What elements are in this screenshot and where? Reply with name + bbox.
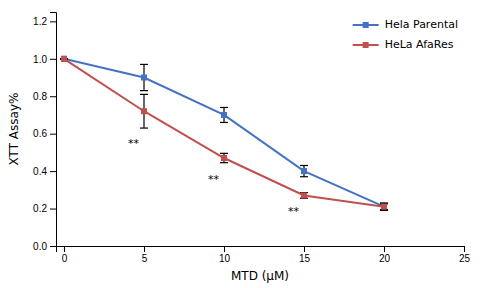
tick-mark [50, 209, 56, 210]
tick-mark [50, 59, 56, 60]
tick: 0.6 [33, 128, 56, 139]
annotation: ** [288, 205, 300, 218]
error-bar-cap [300, 165, 308, 166]
error-bar-cap [300, 176, 308, 177]
series [60, 56, 388, 211]
point [301, 192, 307, 198]
error-bars [60, 59, 388, 211]
tick: 0.0 [33, 241, 56, 252]
tick: 1.0 [33, 54, 56, 65]
error-bar [380, 203, 388, 210]
error-bar-cap [140, 90, 148, 91]
tick-mark [384, 246, 385, 252]
annotations: ** ** ** [128, 137, 300, 217]
tick: 0.2 [33, 203, 56, 214]
tick: 1.2 [33, 16, 56, 27]
tick-label: 25 [459, 253, 471, 264]
tick: 10 [219, 246, 231, 264]
tick: 0 [62, 246, 68, 264]
tick: 15 [299, 246, 311, 264]
tick-label: 0.6 [33, 128, 47, 139]
legend-marker [363, 42, 369, 48]
error-bar [300, 193, 308, 199]
legend-marker [363, 22, 369, 28]
tick-mark [304, 246, 305, 252]
error-bar [380, 204, 388, 210]
x-axis: 0 5 10 15 20 25 [57, 246, 471, 264]
tick-label: 1.2 [33, 16, 47, 27]
tick-mark [50, 171, 56, 172]
tick-label: 0.8 [33, 91, 47, 102]
tick-mark [50, 21, 56, 22]
legend-item: HeLa AfaRes [353, 38, 454, 51]
annotation: ** [208, 173, 220, 186]
marks [60, 56, 388, 211]
point [141, 108, 147, 114]
error-bar [220, 107, 228, 122]
tick-label: 0 [62, 253, 68, 264]
error-bar [140, 64, 148, 90]
error-bar-cap [140, 127, 148, 128]
chart: 0 5 10 15 20 25 0.0 0.2 0.4 0.6 0.8 1.0 1.2 ** ** ** Hel… [0, 0, 480, 288]
line [64, 59, 384, 207]
error-bar-cap [220, 153, 228, 154]
tick-mark [224, 246, 225, 252]
point [221, 112, 227, 118]
point [301, 168, 307, 174]
error-bar-cap [220, 122, 228, 123]
series [60, 56, 388, 210]
error-bar [300, 166, 308, 177]
tick-mark [144, 246, 145, 252]
point [381, 204, 387, 210]
tick-mark [50, 134, 56, 135]
tick-label: 0.4 [33, 166, 47, 177]
point [221, 155, 227, 161]
error-bar-cap [140, 94, 148, 95]
point [381, 204, 387, 210]
annotation: ** [128, 137, 140, 150]
axis-line [50, 13, 57, 247]
legend: Hela Parental HeLa AfaRes [353, 18, 458, 51]
legend-label: Hela Parental [385, 18, 458, 31]
point [61, 56, 67, 62]
point [61, 56, 67, 62]
legend-label: HeLa AfaRes [385, 38, 454, 51]
error-bar [140, 94, 148, 128]
tick: 5 [142, 246, 148, 264]
tick-label: 10 [219, 253, 231, 264]
tick: 0.4 [33, 166, 56, 177]
line [64, 59, 384, 207]
tick-mark [64, 246, 65, 252]
tick-mark [464, 246, 465, 252]
tick-mark [50, 96, 56, 97]
tick-mark [50, 246, 56, 247]
tick-label: 20 [379, 253, 391, 264]
error-bar-cap [220, 107, 228, 108]
tick-label: 1.0 [33, 54, 47, 65]
y-axis-title: XTT Assay% [7, 93, 21, 166]
legend-item: Hela Parental [353, 18, 458, 31]
y-axis: 0.0 0.2 0.4 0.6 0.8 1.0 1.2 [33, 13, 56, 252]
point [141, 75, 147, 81]
x-axis-title: MTD (μM) [231, 269, 289, 283]
error-bar-cap [380, 202, 388, 203]
tick-label: 0.2 [33, 203, 47, 214]
error-bar [220, 153, 228, 162]
plot: 0 5 10 15 20 25 0.0 0.2 0.4 0.6 0.8 1.0 1.2 ** ** ** Hel… [33, 13, 470, 265]
tick: 25 [459, 246, 471, 264]
tick-label: 0.0 [33, 241, 47, 252]
error-bar-cap [140, 64, 148, 65]
error-bar-cap [220, 162, 228, 163]
tick-label: 5 [142, 253, 148, 264]
tick: 0.8 [33, 91, 56, 102]
tick-label: 15 [299, 253, 311, 264]
error-bars [60, 59, 388, 210]
tick: 20 [379, 246, 391, 264]
axis-line [57, 247, 465, 253]
error-bar-cap [380, 210, 388, 211]
